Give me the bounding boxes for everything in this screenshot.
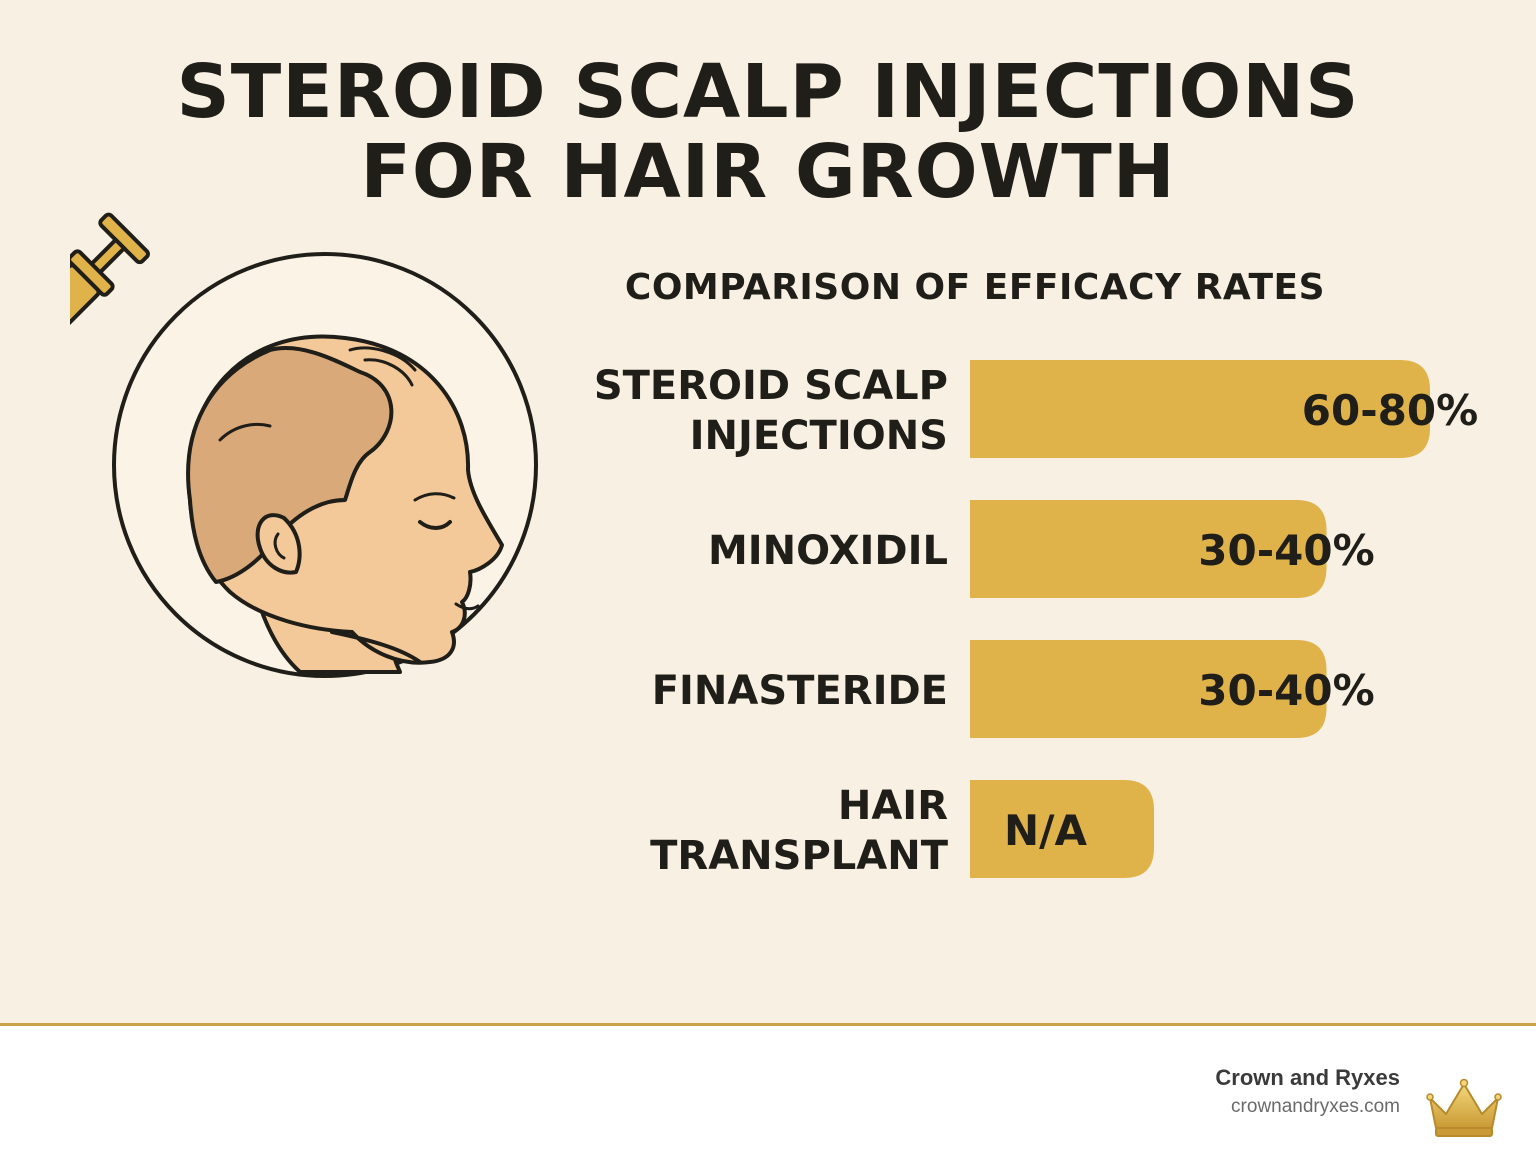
brand-name: Crown and Ryxes (1215, 1065, 1400, 1090)
category-label-0-0: STEROID SCALP (594, 363, 948, 409)
syringe-icon (70, 212, 150, 385)
bar-2 (970, 640, 1327, 738)
category-label-1-0: MINOXIDIL (708, 528, 948, 574)
value-label-0: 60-80% (1302, 386, 1478, 435)
category-label-2-0: FINASTERIDE (652, 668, 948, 714)
chart-title: COMPARISON OF EFFICACY RATES (624, 267, 1326, 308)
bar-1 (970, 500, 1327, 598)
head-profile-icon (112, 252, 538, 678)
footer-divider-line (0, 1023, 1536, 1026)
bar-0 (970, 360, 1430, 458)
footer-divider (0, 1023, 1536, 1026)
crown-icon (1426, 1078, 1502, 1137)
category-label-3-1: TRANSPLANT (650, 833, 949, 879)
bar-3 (970, 780, 1154, 878)
head-syringe-illustration (70, 212, 538, 678)
main-title: STEROID SCALP INJECTIONS FOR HAIR GROWTH (0, 52, 1536, 212)
category-label-0-1: INJECTIONS (690, 413, 948, 459)
value-label-1: 30-40% (1198, 526, 1374, 575)
main-title-line-1: STEROID SCALP INJECTIONS (176, 49, 1360, 135)
value-label-3: N/A (1004, 806, 1087, 855)
main-title-line-2: FOR HAIR GROWTH (360, 129, 1176, 215)
footer-brand: Crown and Ryxes crownandryxes.com (1215, 1064, 1400, 1122)
value-label-2: 30-40% (1198, 666, 1374, 715)
category-label-3-0: HAIR (838, 783, 948, 829)
brand-url: crownandryxes.com (1231, 1096, 1400, 1117)
